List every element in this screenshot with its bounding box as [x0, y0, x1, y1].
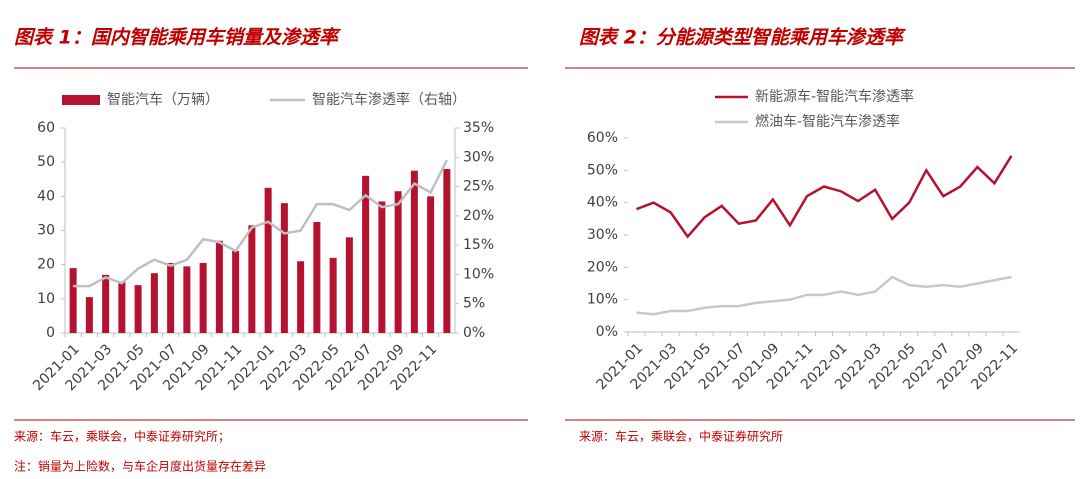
legend-label: 新能源车-智能汽车渗透率: [755, 88, 914, 105]
bar: [102, 274, 110, 333]
bar: [410, 170, 418, 333]
line: [636, 275, 1012, 316]
y2-tick-label: 25%: [463, 179, 494, 195]
chart-title: 图表 2：分能源类型智能乘用车渗透率: [579, 27, 906, 49]
bar: [280, 203, 288, 333]
bar: [134, 285, 142, 333]
bar: [297, 261, 305, 333]
bar: [394, 191, 402, 333]
y-tick-label: 60: [37, 120, 55, 136]
y-tick-label: 30: [37, 223, 55, 239]
chart-title: 图表 1：国内智能乘用车销量及渗透率: [14, 27, 341, 49]
y2-tick-label: 0%: [463, 325, 485, 341]
bar: [443, 169, 451, 333]
y2-tick-label: 15%: [463, 237, 494, 253]
bar: [150, 273, 158, 333]
y2-tick-label: 20%: [463, 208, 494, 224]
y-tick-label: 20: [37, 257, 55, 273]
y-tick-label: 0: [46, 325, 55, 341]
bar: [183, 266, 191, 333]
legend-label: 燃油车-智能汽车渗透率: [755, 113, 900, 130]
legend-label: 智能汽车渗透率（右轴）: [312, 91, 466, 108]
bar: [248, 225, 256, 333]
y-tick-label: 20%: [587, 259, 618, 275]
bar: [199, 262, 207, 333]
y-tick-label: 10: [37, 291, 55, 307]
bar: [329, 257, 337, 333]
bar: [232, 251, 240, 333]
bar: [264, 187, 272, 333]
y2-tick-label: 5%: [463, 296, 485, 312]
note: 注：销量为上险数，与车企月度出货量存在差异: [14, 459, 266, 474]
y2-tick-label: 30%: [463, 149, 494, 165]
bar: [167, 262, 175, 333]
y2-tick-label: 35%: [463, 120, 494, 136]
source: 来源：车云，乘联会，中泰证券研究所: [579, 429, 783, 444]
y-tick-label: 50: [37, 154, 55, 170]
y-tick-label: 10%: [587, 292, 618, 308]
source: 来源：车云，乘联会，中泰证券研究所；: [14, 429, 230, 444]
bar: [313, 221, 321, 333]
bar: [378, 201, 386, 333]
legend-swatch: [62, 95, 100, 105]
bar: [85, 297, 93, 333]
bar: [69, 268, 77, 333]
y-tick-label: 30%: [587, 227, 618, 243]
bar: [362, 175, 370, 333]
line: [636, 155, 1013, 239]
y-tick-label: 50%: [587, 162, 618, 178]
bar: [345, 237, 353, 333]
bar: [427, 196, 435, 333]
y-tick-label: 40%: [587, 195, 618, 211]
y-tick-label: 40: [37, 188, 55, 204]
y-tick-label: 0%: [596, 324, 618, 340]
bar: [118, 281, 126, 333]
y2-tick-label: 10%: [463, 266, 494, 282]
y-tick-label: 60%: [587, 130, 618, 146]
line: [73, 159, 448, 288]
bar: [215, 240, 223, 333]
legend-label: 智能汽车（万辆）: [107, 91, 219, 108]
